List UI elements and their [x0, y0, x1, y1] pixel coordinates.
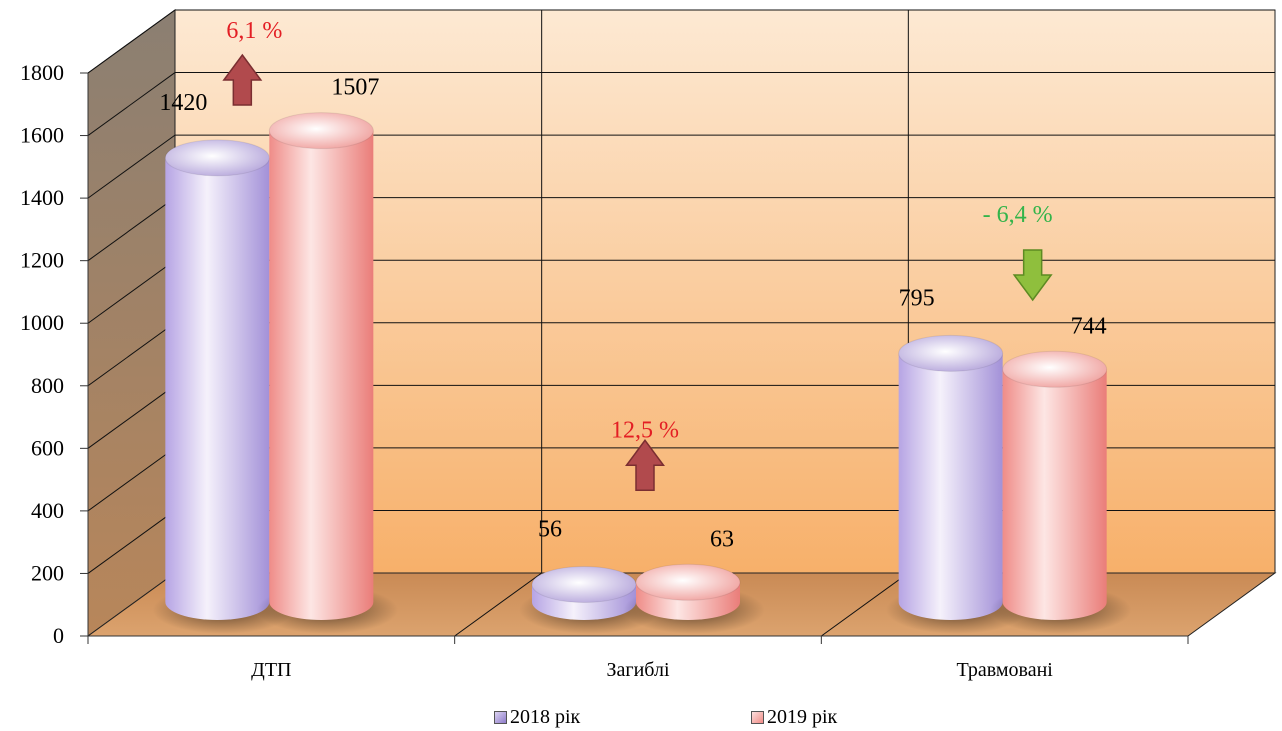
data-label: 63 — [710, 526, 734, 552]
gridline — [87, 510, 176, 574]
change-label: 6,1 % — [226, 18, 282, 44]
legend-label-2019: 2019 рік — [767, 706, 838, 728]
bars — [152, 112, 1132, 634]
bar-top — [164, 139, 270, 177]
y-tick-label: 200 — [31, 560, 64, 585]
data-label: 1507 — [331, 75, 379, 101]
data-label: 744 — [1071, 313, 1107, 339]
bar — [989, 350, 1132, 634]
x-tick-label: Травмовані — [956, 659, 1053, 681]
bar — [152, 139, 295, 634]
change-label: 12,5 % — [611, 417, 679, 443]
bar-top — [898, 334, 1004, 372]
change-indicators: 6,1 % 12,5 % - 6,4 % — [222, 18, 1053, 492]
bar-body — [165, 157, 270, 620]
gridline — [87, 197, 176, 262]
y-axis: 0 200 400 600 800 1000 1200 1400 1600 1800 — [20, 60, 89, 648]
x-tick-label: Загиблі — [606, 659, 669, 681]
legend-swatch-2019 — [751, 711, 764, 724]
legend-item-2018: 2018 рік — [494, 706, 580, 729]
bar-top — [1002, 350, 1108, 388]
arrow-up-icon — [625, 439, 665, 492]
chart: 0 200 400 600 800 1000 1200 1400 1600 1800 ДТП Заг… — [20, 9, 1277, 681]
bar-top — [268, 112, 374, 150]
gridline — [87, 322, 176, 387]
y-tick-label: 1400 — [20, 185, 64, 210]
data-label: 795 — [899, 285, 935, 311]
x-axis: ДТП Загиблі Травмовані — [87, 635, 1189, 681]
data-label: 56 — [538, 516, 562, 542]
x-tick-label: ДТП — [251, 659, 291, 681]
legend-item-2019: 2019 рік — [751, 706, 837, 729]
y-tick-label: 1800 — [20, 60, 64, 85]
floor-divider — [454, 572, 542, 637]
bar — [519, 565, 661, 634]
y-tick-label: 1200 — [20, 248, 64, 273]
y-tick-label: 0 — [53, 623, 64, 648]
data-label: 1420 — [159, 90, 207, 116]
gridline — [87, 72, 176, 136]
bar-body — [1002, 369, 1107, 620]
bar — [623, 563, 765, 634]
gridline — [87, 259, 176, 324]
y-tick-label: 800 — [31, 373, 64, 398]
gridline — [87, 447, 176, 512]
y-tick-label: 1000 — [20, 310, 64, 335]
arrow-down-icon — [1012, 249, 1053, 302]
bar-body — [269, 130, 374, 621]
legend-label-2018: 2018 рік — [510, 706, 581, 728]
bar-top — [531, 565, 637, 603]
gridline — [87, 9, 176, 74]
bar-top — [635, 563, 741, 601]
gridline — [87, 384, 176, 449]
gridline — [87, 134, 176, 199]
y-tick-label: 400 — [31, 498, 64, 523]
floor-divider — [821, 572, 909, 637]
legend: 2018 рік 2019 рік — [0, 706, 1282, 730]
legend-swatch-2018 — [494, 711, 507, 724]
bar — [256, 112, 399, 634]
y-tick-label: 600 — [31, 435, 64, 460]
arrow-up-icon — [222, 53, 263, 106]
change-label: - 6,4 % — [983, 202, 1053, 228]
data-labels: 1420 1507 56 63 795 744 — [159, 75, 1106, 553]
y-tick-label: 1600 — [20, 123, 64, 148]
bar-body — [898, 353, 1003, 621]
bar — [885, 334, 1028, 634]
